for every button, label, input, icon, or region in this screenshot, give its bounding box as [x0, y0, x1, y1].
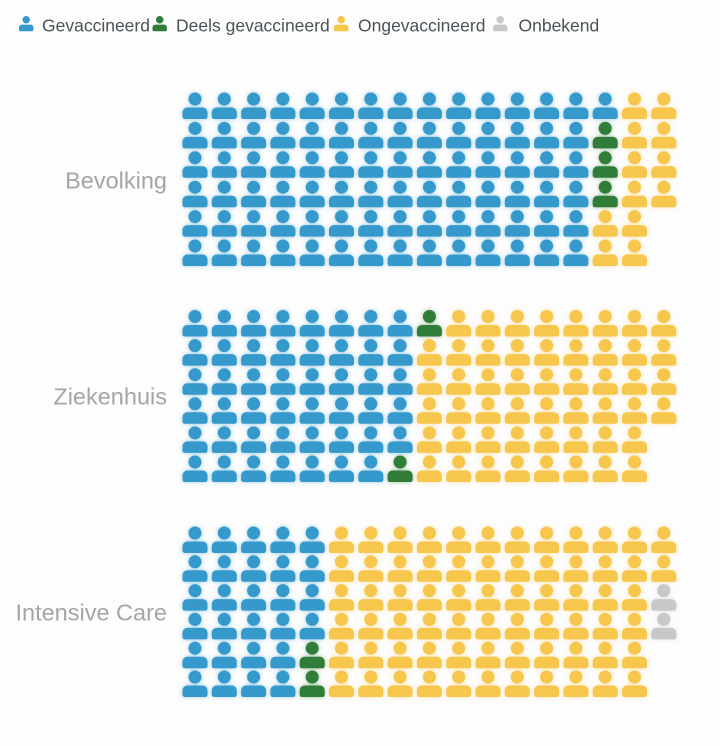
- svg-text:Ongevaccineerd: Ongevaccineerd: [358, 15, 485, 35]
- svg-text:Ziekenhuis: Ziekenhuis: [53, 384, 167, 410]
- svg-text:Intensive Care: Intensive Care: [15, 600, 167, 626]
- svg-text:Deels gevaccineerd: Deels gevaccineerd: [176, 15, 330, 35]
- svg-text:Bevolking: Bevolking: [65, 168, 167, 194]
- svg-text:Gevaccineerd: Gevaccineerd: [42, 15, 150, 35]
- svg-text:Onbekend: Onbekend: [519, 15, 600, 35]
